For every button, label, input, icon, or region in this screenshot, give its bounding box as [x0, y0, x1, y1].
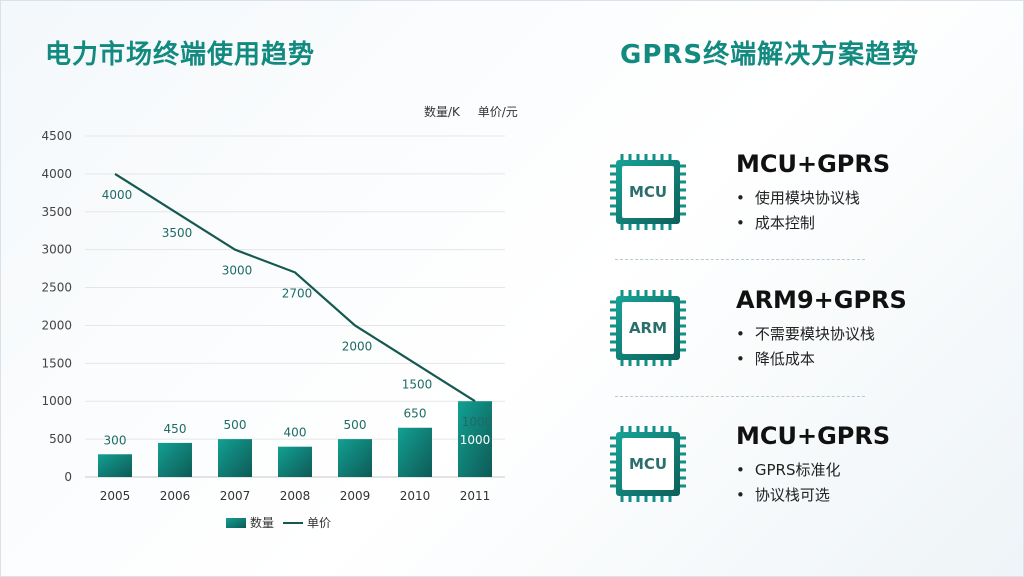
bar: [398, 427, 432, 477]
chart-units: 数量/K 单价/元: [424, 103, 518, 120]
svg-text:MCU: MCU: [629, 183, 667, 201]
line-data-label: 2000: [342, 339, 373, 353]
y-tick-label: 2500: [41, 281, 72, 295]
solution-title: ARM9+GPRS: [736, 286, 907, 314]
bar: [278, 446, 312, 477]
bar: [338, 439, 372, 477]
y-tick-label: 3500: [41, 205, 72, 219]
x-tick-label: 2011: [460, 489, 491, 503]
y-tick-label: 3000: [41, 243, 72, 257]
line-data-label: 4000: [102, 188, 133, 202]
solution-point: 降低成本: [736, 347, 875, 372]
bar-data-label: 300: [104, 433, 127, 447]
divider: [615, 396, 865, 397]
bar-data-label: 500: [344, 418, 367, 432]
solution-point: 使用模块协议栈: [736, 186, 860, 211]
bar-data-label: 450: [164, 422, 187, 436]
y-tick-label: 1000: [41, 394, 72, 408]
x-tick-label: 2010: [400, 489, 431, 503]
unit-left: 数量/K: [424, 105, 460, 119]
line-data-label: 1000: [462, 415, 493, 429]
y-tick-label: 0: [64, 470, 72, 484]
solution-title: MCU+GPRS: [736, 150, 891, 178]
divider: [615, 259, 865, 260]
solution-point: 不需要模块协议栈: [736, 322, 875, 347]
y-tick-label: 500: [49, 432, 72, 446]
left-title: 电力市场终端使用趋势: [45, 40, 316, 70]
price-line: [114, 172, 476, 403]
unit-right: 单价/元: [477, 105, 518, 119]
x-tick-label: 2007: [220, 489, 251, 503]
bar-data-label: 650: [404, 407, 427, 421]
y-tick-label: 1500: [41, 356, 72, 370]
bar: [158, 442, 192, 477]
combo-chart: 0 500 1000 1500 2000 2500 3000 3500 4000 4500 300…: [41, 129, 505, 530]
x-tick-label: 2009: [340, 489, 371, 503]
bar: [458, 401, 492, 477]
x-tick-label: 2005: [100, 489, 131, 503]
right-title: GPRS终端解决方案趋势: [620, 40, 920, 70]
bar-data-label: 500: [224, 418, 247, 432]
bar: [218, 439, 252, 477]
x-tick-label: 2008: [280, 489, 311, 503]
solution-point: GPRS标准化: [736, 458, 841, 483]
y-tick-label: 2000: [41, 318, 72, 332]
legend-line-label: 单价: [307, 516, 331, 530]
svg-text:ARM: ARM: [629, 319, 667, 337]
y-tick-label: 4000: [41, 167, 72, 181]
y-tick-label: 4500: [41, 129, 72, 143]
line-data-label: 1500: [402, 377, 433, 391]
bar: [98, 454, 132, 477]
x-tick-label: 2006: [160, 489, 191, 503]
chip-icon: ARM: [608, 288, 688, 368]
bar-data-label: 400: [284, 426, 307, 440]
line-data-label: 3500: [162, 226, 193, 240]
bar-data-label: 1000: [460, 433, 491, 447]
svg-text:MCU: MCU: [629, 455, 667, 473]
solution-title: MCU+GPRS: [736, 422, 891, 450]
chip-icon: MCU: [608, 424, 688, 504]
line-data-label: 3000: [222, 264, 253, 278]
legend-bar-label: 数量: [250, 515, 274, 530]
solution-point: 协议栈可选: [736, 483, 840, 508]
line-data-label: 2700: [282, 286, 313, 300]
solution-point: 成本控制: [736, 211, 860, 236]
legend-bar-swatch: [226, 518, 246, 528]
chip-icon: MCU: [608, 152, 688, 232]
